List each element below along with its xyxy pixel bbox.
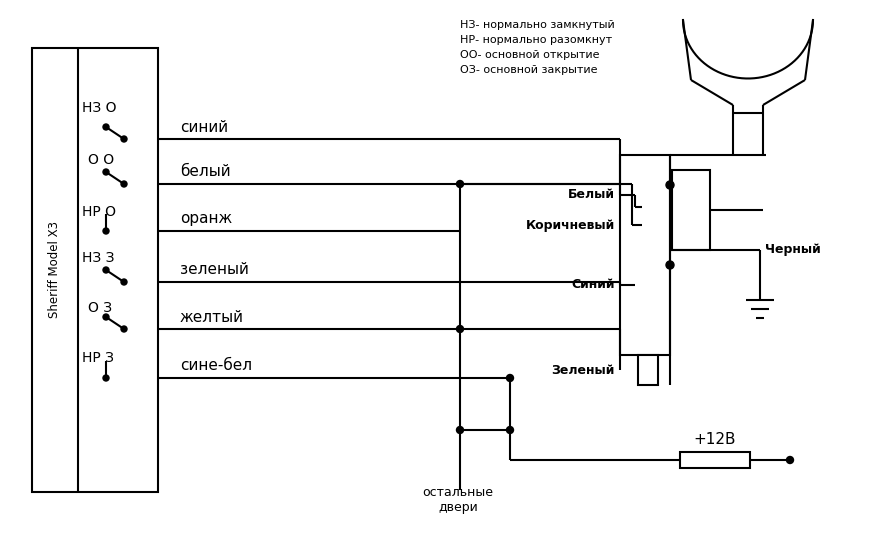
Text: НР З: НР З <box>82 351 114 365</box>
Bar <box>32 48 158 492</box>
Text: НР- нормально разомкнут: НР- нормально разомкнут <box>460 35 612 45</box>
Text: НЗ З: НЗ З <box>82 251 115 265</box>
Circle shape <box>456 180 463 187</box>
Text: сине-бел: сине-бел <box>180 358 252 373</box>
Circle shape <box>507 426 514 434</box>
Text: синий: синий <box>180 119 228 134</box>
Circle shape <box>103 228 109 234</box>
Circle shape <box>121 279 127 285</box>
Circle shape <box>103 314 109 320</box>
Text: НЗ О: НЗ О <box>82 101 117 115</box>
Text: Синий: Синий <box>571 278 615 291</box>
Text: оранж: оранж <box>180 211 232 227</box>
Bar <box>638 355 658 385</box>
Text: Коричневый: Коричневый <box>526 219 615 232</box>
Text: Черный: Черный <box>765 243 820 257</box>
Circle shape <box>787 456 794 464</box>
Text: Зеленый: Зеленый <box>552 363 615 377</box>
Text: зеленый: зеленый <box>180 262 249 277</box>
Text: НР О: НР О <box>82 205 116 219</box>
Circle shape <box>121 181 127 187</box>
Bar <box>680 452 750 468</box>
Bar <box>620 155 670 355</box>
Text: Белый: Белый <box>568 189 615 201</box>
Circle shape <box>103 267 109 273</box>
Circle shape <box>666 261 674 269</box>
Text: ОЗ- основной закрытие: ОЗ- основной закрытие <box>460 65 598 75</box>
Circle shape <box>456 426 463 434</box>
Text: белый: белый <box>180 165 231 180</box>
Bar <box>672 170 710 250</box>
Text: ОО- основной открытие: ОО- основной открытие <box>460 50 599 60</box>
Text: О З: О З <box>88 301 112 315</box>
Circle shape <box>507 374 514 382</box>
Text: желтый: желтый <box>180 310 244 325</box>
Text: остальные
двери: остальные двери <box>423 486 493 514</box>
Text: НЗ- нормально замкнутый: НЗ- нормально замкнутый <box>460 20 614 30</box>
Circle shape <box>121 136 127 142</box>
Circle shape <box>121 326 127 332</box>
Circle shape <box>456 325 463 333</box>
Circle shape <box>103 169 109 175</box>
Circle shape <box>103 375 109 381</box>
Circle shape <box>103 124 109 130</box>
Text: О О: О О <box>88 153 114 167</box>
Text: +12В: +12В <box>694 432 736 448</box>
Text: Sheriff Model X3: Sheriff Model X3 <box>49 222 62 319</box>
Circle shape <box>666 181 674 189</box>
